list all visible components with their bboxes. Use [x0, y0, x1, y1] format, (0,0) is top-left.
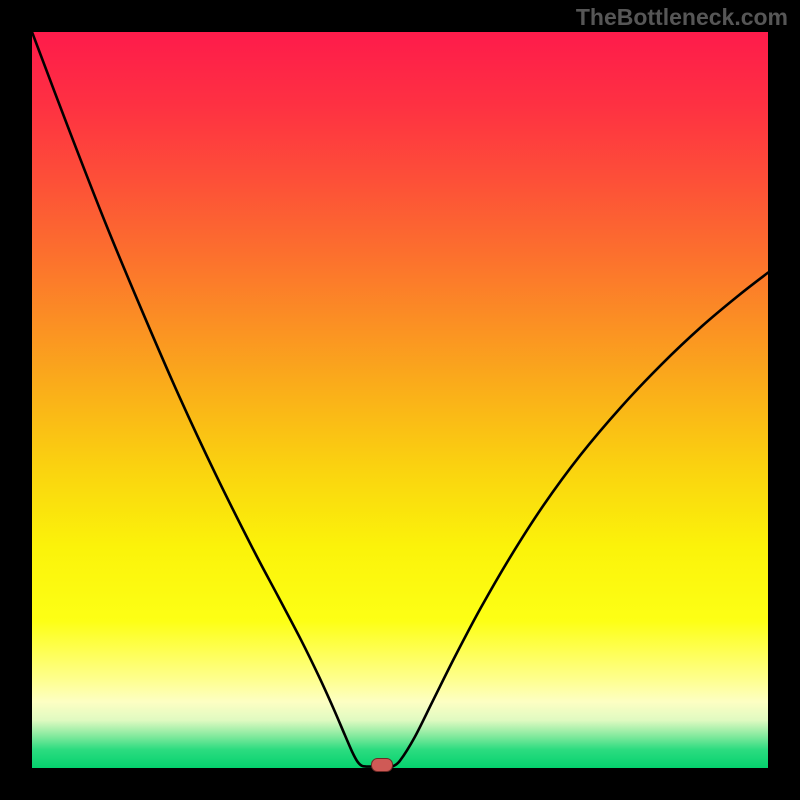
plot-area — [32, 32, 768, 768]
watermark-text: TheBottleneck.com — [576, 4, 788, 31]
bottleneck-curve — [32, 32, 768, 768]
bottleneck-marker — [370, 758, 393, 773]
